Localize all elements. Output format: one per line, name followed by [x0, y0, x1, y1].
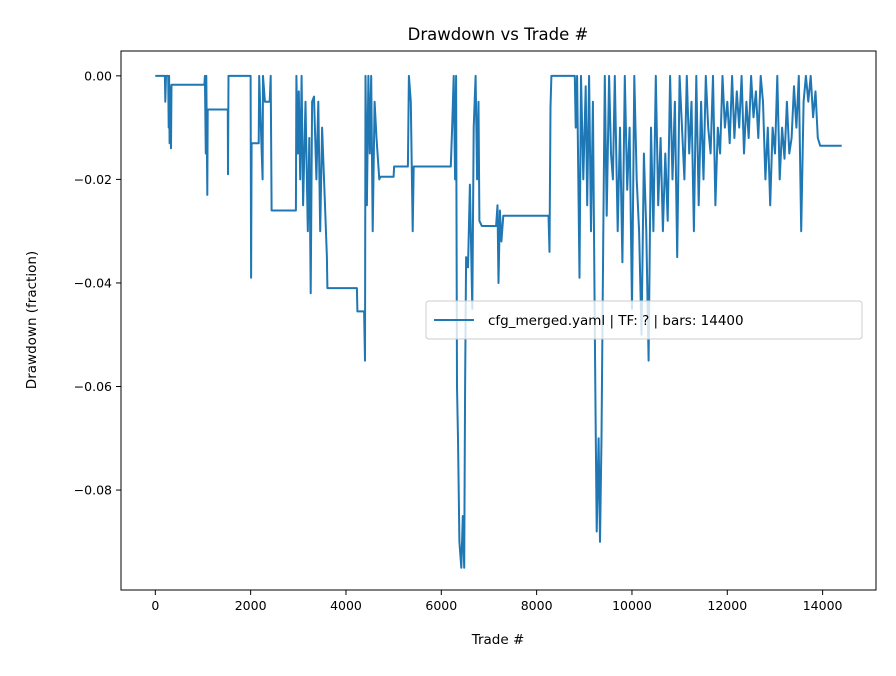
x-tick-label: 10000 [612, 598, 652, 613]
x-axis: 0 2000 4000 6000 8000 10000 12000 14000 [151, 590, 843, 613]
y-axis: 0.00 −0.02 −0.04 −0.06 −0.08 [74, 68, 121, 498]
legend: cfg_merged.yaml | TF: ? | bars: 14400 [425, 300, 863, 340]
plot-frame [120, 50, 877, 591]
series-line-0 [155, 74, 842, 569]
legend-label: cfg_merged.yaml | TF: ? | bars: 14400 [488, 313, 744, 329]
x-axis-label: Trade # [471, 632, 525, 648]
legend-box [425, 300, 863, 340]
x-tick-label: 8000 [521, 598, 553, 613]
chart-title: Drawdown vs Trade # [408, 25, 589, 44]
x-tick-label: 2000 [235, 598, 267, 613]
x-tick-label: 4000 [330, 598, 362, 613]
y-tick-label: −0.02 [74, 172, 112, 187]
y-tick-label: 0.00 [84, 68, 112, 83]
x-tick-label: 12000 [707, 598, 747, 613]
y-axis-label: Drawdown (fraction) [24, 251, 40, 389]
x-tick-label: 14000 [803, 598, 843, 613]
y-tick-label: −0.08 [74, 483, 112, 498]
y-tick-label: −0.04 [74, 275, 112, 290]
plot-area [155, 74, 842, 569]
x-tick-label: 0 [151, 598, 159, 613]
x-tick-label: 6000 [425, 598, 457, 613]
y-tick-label: −0.06 [74, 379, 112, 394]
